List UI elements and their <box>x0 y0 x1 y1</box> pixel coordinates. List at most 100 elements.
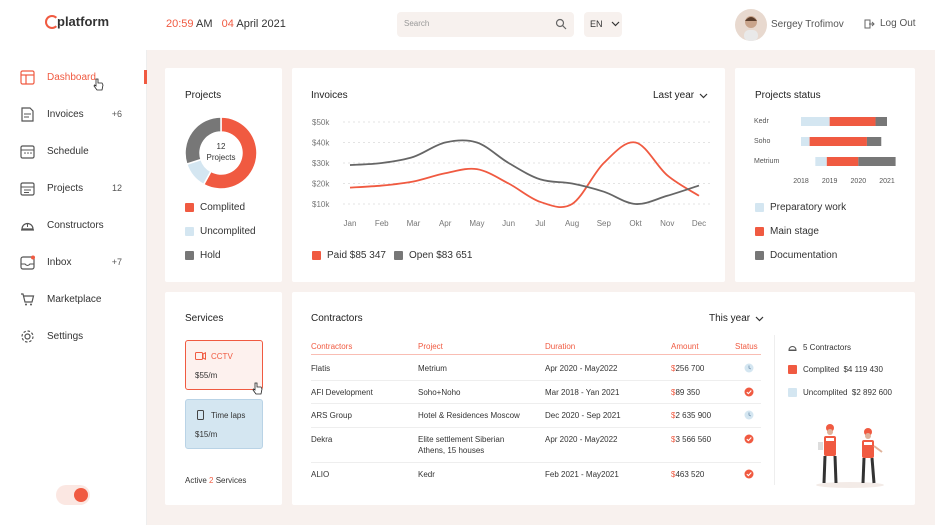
helmet-icon <box>788 346 797 351</box>
language-select[interactable]: EN <box>584 12 622 37</box>
avatar[interactable] <box>735 9 767 41</box>
status-bar-soho-1 <box>809 137 867 146</box>
x-tick-label: 2021 <box>879 178 895 185</box>
projects-status-chart: Kedr Soho Metrium 2018 2019 2020 2021 <box>754 117 896 185</box>
x-tick-label: Aug <box>565 219 579 228</box>
summary-uncomplited: Uncomplited $2 892 600 <box>788 388 892 397</box>
chevron-down-icon <box>699 93 708 98</box>
legend-open: Open $83 651 <box>394 250 472 261</box>
contractor-name: Dekra <box>311 435 333 444</box>
camera-icon <box>195 352 206 360</box>
series-line-open <box>349 139 700 205</box>
project-name: Hotel & Residences Moscow <box>418 411 520 420</box>
invoices-title: Invoices <box>311 90 348 101</box>
donut-center-label: 12 Projects <box>199 141 243 163</box>
sidebar-item-constructors[interactable]: Constructors <box>20 215 130 235</box>
status-bar-metrium-0 <box>815 157 827 166</box>
y-tick-label: $20k <box>312 180 330 189</box>
x-tick-label: Apr <box>439 219 452 228</box>
sidebar-item-dashboard[interactable]: Dashboard <box>20 67 130 87</box>
sidebar-item-count: +7 <box>111 257 122 267</box>
legend-uncomplited: Uncomplited <box>185 226 256 237</box>
inbox-icon <box>20 255 35 270</box>
status-bar-kedr-0 <box>801 117 830 126</box>
user-name[interactable]: Sergey Trofimov <box>771 19 844 30</box>
legend-documentation: Documentation <box>755 250 837 261</box>
sidebar-item-marketplace[interactable]: Marketplace <box>20 289 130 309</box>
services-title: Services <box>185 313 224 324</box>
invoices-period-dropdown[interactable]: Last year <box>653 90 708 101</box>
theme-toggle[interactable] <box>56 485 90 505</box>
services-card <box>165 292 282 505</box>
invoices-line-chart: $50k $40k $30k $20k $10k Jan Feb Mar Apr May Jun Ju… <box>312 118 710 228</box>
search-placeholder: Search <box>404 19 430 28</box>
service-cctv-name: CCTV <box>211 352 233 361</box>
project-name: Kedr <box>418 470 435 479</box>
legend-hold: Hold <box>185 250 221 261</box>
x-tick-label: Sep <box>597 219 612 228</box>
amount: $463 520 <box>671 470 705 479</box>
project-name: Metrium <box>418 364 447 373</box>
sidebar-item-invoices[interactable]: Invoices +6 <box>20 104 130 124</box>
sidebar-item-label: Inbox <box>47 256 72 268</box>
helmet-icon <box>21 222 34 231</box>
col-header-project[interactable]: Project <box>418 342 443 351</box>
project-name: Soho+Noho <box>418 388 461 397</box>
sidebar <box>0 50 147 525</box>
logout-button[interactable]: Log Out <box>864 18 916 29</box>
sidebar-item-label: Constructors <box>47 219 104 231</box>
service-cctv[interactable]: CCTV $55/m <box>185 340 263 390</box>
duration: Feb 2021 - May2021 <box>545 470 619 479</box>
contractors-period-dropdown[interactable]: This year <box>709 313 764 324</box>
donut-count: 12 <box>216 142 226 151</box>
logo[interactable]: platform <box>45 14 109 29</box>
x-tick-label: 2020 <box>851 178 867 185</box>
logout-icon <box>864 19 875 28</box>
col-header-amount[interactable]: Amount <box>671 342 699 351</box>
col-header-duration[interactable]: Duration <box>545 342 576 351</box>
contractor-name: AFI Development <box>311 388 373 397</box>
row-label: Kedr <box>754 118 769 125</box>
col-header-contractors[interactable]: Contractors <box>311 342 353 351</box>
projects-status-title: Projects status <box>755 90 821 101</box>
series-line-paid <box>349 141 700 209</box>
x-tick-label: May <box>469 219 484 228</box>
invoice-icon <box>21 106 34 122</box>
service-time-laps[interactable]: Time laps $15/m <box>185 399 263 449</box>
sidebar-item-schedule[interactable]: Schedule <box>20 141 130 161</box>
status-bar-metrium-1 <box>826 157 859 166</box>
paid-swatch <box>312 251 321 260</box>
search-input[interactable]: Search <box>397 12 574 37</box>
time: 20:59 <box>166 18 194 30</box>
duration: Apr 2020 - May2022 <box>545 435 618 444</box>
status-done-icon <box>744 469 754 479</box>
amount: $3 566 560 <box>671 435 712 444</box>
row-divider <box>311 427 761 428</box>
active-indicator <box>144 70 147 84</box>
hold-swatch <box>185 251 194 260</box>
toggle-knob <box>74 488 88 502</box>
main-stage-swatch <box>755 227 764 236</box>
duration: Apr 2020 - May2022 <box>545 364 618 373</box>
sidebar-item-count: 12 <box>111 183 122 193</box>
donut-slice-hold[interactable] <box>184 116 222 166</box>
donut-slice-complited[interactable] <box>202 116 258 190</box>
status-pending-icon <box>744 410 754 420</box>
legend-preparatory: Preparatory work <box>755 202 846 213</box>
sidebar-item-label: Settings <box>47 330 84 342</box>
summary-complited: Complited $4 119 430 <box>788 365 883 374</box>
search-icon[interactable] <box>555 18 567 30</box>
uncomplited-swatch <box>788 388 797 397</box>
contractors-title: Contractors <box>311 313 363 324</box>
dashboard-icon <box>20 69 35 85</box>
projects-status-card <box>735 68 915 282</box>
x-tick-label: Jul <box>535 219 545 228</box>
sidebar-item-projects[interactable]: Projects 12 <box>20 178 130 198</box>
sidebar-item-inbox[interactable]: Inbox +7 <box>20 252 130 272</box>
x-tick-label: Nov <box>660 219 674 228</box>
col-header-status[interactable]: Status <box>735 342 758 351</box>
workers-illustration-icon <box>816 424 884 488</box>
sidebar-item-settings[interactable]: Settings <box>20 326 130 346</box>
summary-divider <box>774 335 775 485</box>
active-services-count: Active 2 Services <box>185 476 247 485</box>
